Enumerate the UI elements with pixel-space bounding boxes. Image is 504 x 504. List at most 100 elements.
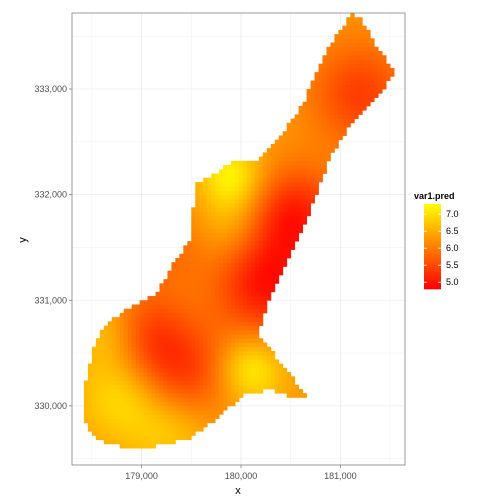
raster-cell xyxy=(262,177,268,183)
raster-cell xyxy=(227,287,232,293)
raster-cell xyxy=(342,67,347,73)
raster-cell xyxy=(103,355,109,360)
raster-cell xyxy=(374,46,379,52)
raster-cell xyxy=(223,359,228,365)
raster-cell xyxy=(322,55,327,60)
legend-color-step xyxy=(424,229,441,232)
raster-cell xyxy=(231,317,236,322)
raster-cell xyxy=(239,186,244,191)
raster-cell xyxy=(254,198,260,204)
raster-cell xyxy=(211,414,216,419)
raster-cell xyxy=(338,93,343,98)
raster-cell xyxy=(187,355,192,360)
raster-cell xyxy=(211,283,216,288)
raster-cell xyxy=(219,355,224,360)
raster-cell xyxy=(187,312,192,318)
raster-cell xyxy=(246,376,252,381)
raster-cell xyxy=(330,97,335,103)
raster-cell xyxy=(143,443,148,449)
raster-cell xyxy=(242,384,248,390)
raster-cell xyxy=(235,388,240,394)
raster-cell xyxy=(123,334,129,339)
raster-cell xyxy=(266,249,272,255)
raster-cell xyxy=(290,203,296,208)
raster-cell xyxy=(262,363,268,369)
raster-cell xyxy=(286,388,292,394)
raster-cell xyxy=(187,363,192,369)
raster-cell xyxy=(239,350,244,356)
raster-cell xyxy=(227,207,232,212)
raster-cell xyxy=(195,312,200,318)
raster-cell xyxy=(151,350,156,356)
raster-cell xyxy=(262,236,268,242)
raster-cell xyxy=(219,350,224,356)
raster-cell xyxy=(258,228,264,234)
raster-cell xyxy=(111,355,117,360)
raster-cell xyxy=(235,258,240,263)
raster-cell xyxy=(219,169,224,174)
raster-cell xyxy=(306,160,311,166)
legend-color-step xyxy=(424,208,441,210)
raster-cell xyxy=(235,321,240,326)
raster-cell xyxy=(155,321,160,326)
raster-cell xyxy=(270,173,276,179)
legend-color-step xyxy=(424,233,441,236)
raster-cell xyxy=(139,367,144,373)
raster-cell xyxy=(123,439,129,445)
raster-cell xyxy=(215,359,220,365)
raster-cell xyxy=(254,169,260,174)
raster-cell xyxy=(306,101,311,107)
raster-cell xyxy=(258,350,264,356)
raster-cell xyxy=(231,393,236,398)
raster-cell xyxy=(274,203,280,208)
raster-cell xyxy=(207,401,212,407)
raster-cell xyxy=(175,410,180,415)
raster-cell xyxy=(239,376,244,381)
raster-cell xyxy=(219,405,224,411)
raster-cell xyxy=(179,296,184,301)
raster-cell xyxy=(326,72,331,77)
raster-cell xyxy=(282,253,288,259)
raster-cell xyxy=(239,287,244,293)
raster-cell xyxy=(115,359,121,365)
raster-cell xyxy=(223,169,228,174)
raster-cell xyxy=(239,334,244,339)
raster-cell xyxy=(187,401,192,407)
raster-cell xyxy=(175,274,180,280)
raster-cell xyxy=(338,76,343,81)
raster-cell xyxy=(223,338,228,343)
raster-cell xyxy=(211,173,216,179)
raster-cell xyxy=(211,241,216,246)
raster-cell xyxy=(151,435,156,441)
raster-cell xyxy=(87,401,93,407)
raster-cell xyxy=(163,418,168,424)
raster-cell xyxy=(330,59,335,65)
raster-cell xyxy=(254,194,260,200)
raster-cell xyxy=(286,169,292,174)
raster-cell xyxy=(354,17,359,22)
raster-cell xyxy=(207,363,212,369)
raster-cell xyxy=(318,114,323,119)
raster-cell xyxy=(179,418,184,424)
raster-cell xyxy=(302,211,307,217)
raster-cell xyxy=(151,329,156,335)
raster-cell xyxy=(250,232,256,238)
raster-cell xyxy=(139,410,144,415)
raster-cell xyxy=(183,363,188,369)
legend-color-step xyxy=(424,283,441,286)
raster-cell xyxy=(199,274,204,280)
raster-cell xyxy=(143,439,148,445)
raster-cell xyxy=(338,101,343,107)
raster-cell xyxy=(191,418,196,424)
raster-cell xyxy=(354,34,359,39)
raster-cell xyxy=(107,397,113,403)
raster-cell xyxy=(314,156,319,162)
raster-cell xyxy=(191,253,196,259)
raster-cell xyxy=(219,367,224,373)
raster-cell xyxy=(215,376,220,381)
raster-cell xyxy=(203,249,208,255)
raster-cell xyxy=(171,346,176,352)
raster-cell xyxy=(246,203,252,208)
raster-cell xyxy=(306,143,311,149)
raster-cell xyxy=(231,372,236,377)
